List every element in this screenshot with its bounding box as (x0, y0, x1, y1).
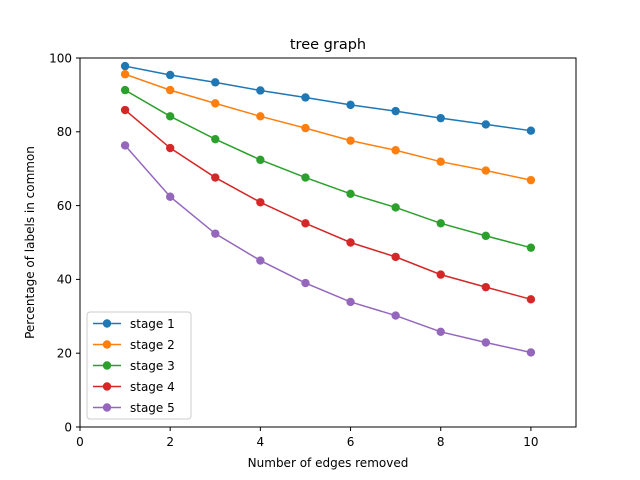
y-tick-label: 60 (57, 199, 72, 213)
data-point (301, 93, 310, 102)
x-tick-label: 10 (523, 435, 538, 449)
series-4 (120, 105, 536, 304)
data-point (346, 238, 355, 247)
data-point (165, 143, 175, 153)
legend-marker (102, 403, 112, 412)
data-point (391, 252, 400, 262)
data-point (481, 166, 491, 175)
y-tick-label: 0 (64, 420, 72, 434)
legend-marker (102, 340, 112, 349)
data-point (211, 78, 220, 87)
data-point (211, 173, 220, 182)
legend-item: stage 2 (93, 338, 175, 352)
series-5 (120, 141, 536, 357)
legend-marker (102, 382, 112, 391)
data-point (436, 327, 445, 336)
data-point (211, 134, 220, 144)
data-point (526, 295, 536, 304)
data-point (346, 136, 355, 145)
data-point (256, 86, 265, 95)
data-point (526, 348, 536, 357)
series-3 (120, 85, 536, 252)
data-point (436, 157, 445, 166)
data-point (165, 192, 175, 201)
data-point (391, 203, 400, 212)
data-point (301, 278, 310, 288)
y-tick-label: 80 (57, 125, 72, 139)
x-tick-label: 8 (437, 435, 445, 449)
data-point (481, 231, 491, 241)
data-point (120, 70, 130, 79)
series-line (124, 65, 532, 132)
legend-label: stage 2 (130, 338, 175, 352)
legend-marker (102, 361, 112, 370)
legend-box (86, 311, 192, 420)
series-line (124, 73, 532, 181)
y-axis: 0 20 40 60 80 100 (49, 51, 80, 434)
series-line (124, 89, 532, 249)
data-point (436, 113, 445, 123)
data-point (256, 198, 265, 207)
data-point (256, 155, 265, 165)
data-point (391, 106, 400, 116)
data-point (256, 112, 265, 121)
axes-frame (79, 57, 577, 428)
x-tick-label: 6 (347, 435, 355, 449)
y-tick-label: 40 (57, 273, 72, 287)
series-2 (120, 70, 536, 185)
legend-label: stage 3 (130, 359, 175, 373)
data-point (120, 105, 130, 115)
data-point (165, 85, 175, 95)
data-point (346, 297, 355, 307)
data-point (436, 270, 445, 279)
data-point (391, 146, 400, 155)
x-tick-label: 4 (257, 435, 265, 449)
data-point (526, 175, 536, 185)
legend: stage 1 stage 2 stage 3 stage 4 stage 5 (86, 311, 192, 420)
series-1 (120, 61, 536, 135)
data-point (301, 123, 310, 133)
data-point (526, 126, 536, 135)
legend-item: stage 5 (93, 401, 175, 415)
series-line (124, 109, 532, 301)
y-tick-label: 100 (49, 51, 72, 65)
data-point (256, 256, 265, 265)
legend-label: stage 1 (130, 317, 175, 331)
data-point (481, 120, 491, 129)
legend-label: stage 5 (130, 401, 175, 415)
legend-item: stage 1 (93, 317, 175, 331)
chart-title: tree graph (290, 37, 366, 53)
legend-label: stage 4 (130, 380, 175, 394)
data-point (120, 61, 130, 71)
data-point (436, 219, 445, 228)
series-line (124, 144, 532, 354)
plot-area (120, 61, 536, 357)
y-tick-label: 20 (57, 347, 72, 361)
data-point (346, 189, 355, 198)
y-axis-label: Percentage of labels in common (23, 146, 37, 339)
x-axis: 0 2 4 6 8 10 (76, 427, 539, 449)
legend-item: stage 3 (93, 359, 175, 373)
data-point (481, 282, 491, 292)
legend-marker (102, 319, 112, 328)
data-point (120, 141, 130, 150)
data-point (481, 338, 491, 347)
data-point (120, 85, 130, 95)
data-point (165, 70, 175, 80)
data-point (211, 99, 220, 108)
x-axis-label: Number of edges removed (248, 456, 409, 470)
data-point (211, 229, 220, 238)
data-point (301, 219, 310, 228)
data-point (346, 100, 355, 110)
data-point (301, 173, 310, 182)
data-point (165, 112, 175, 121)
legend-item: stage 4 (93, 380, 175, 394)
data-point (526, 243, 536, 252)
x-tick-label: 0 (76, 435, 84, 449)
x-tick-label: 2 (166, 435, 174, 449)
data-point (391, 311, 400, 320)
